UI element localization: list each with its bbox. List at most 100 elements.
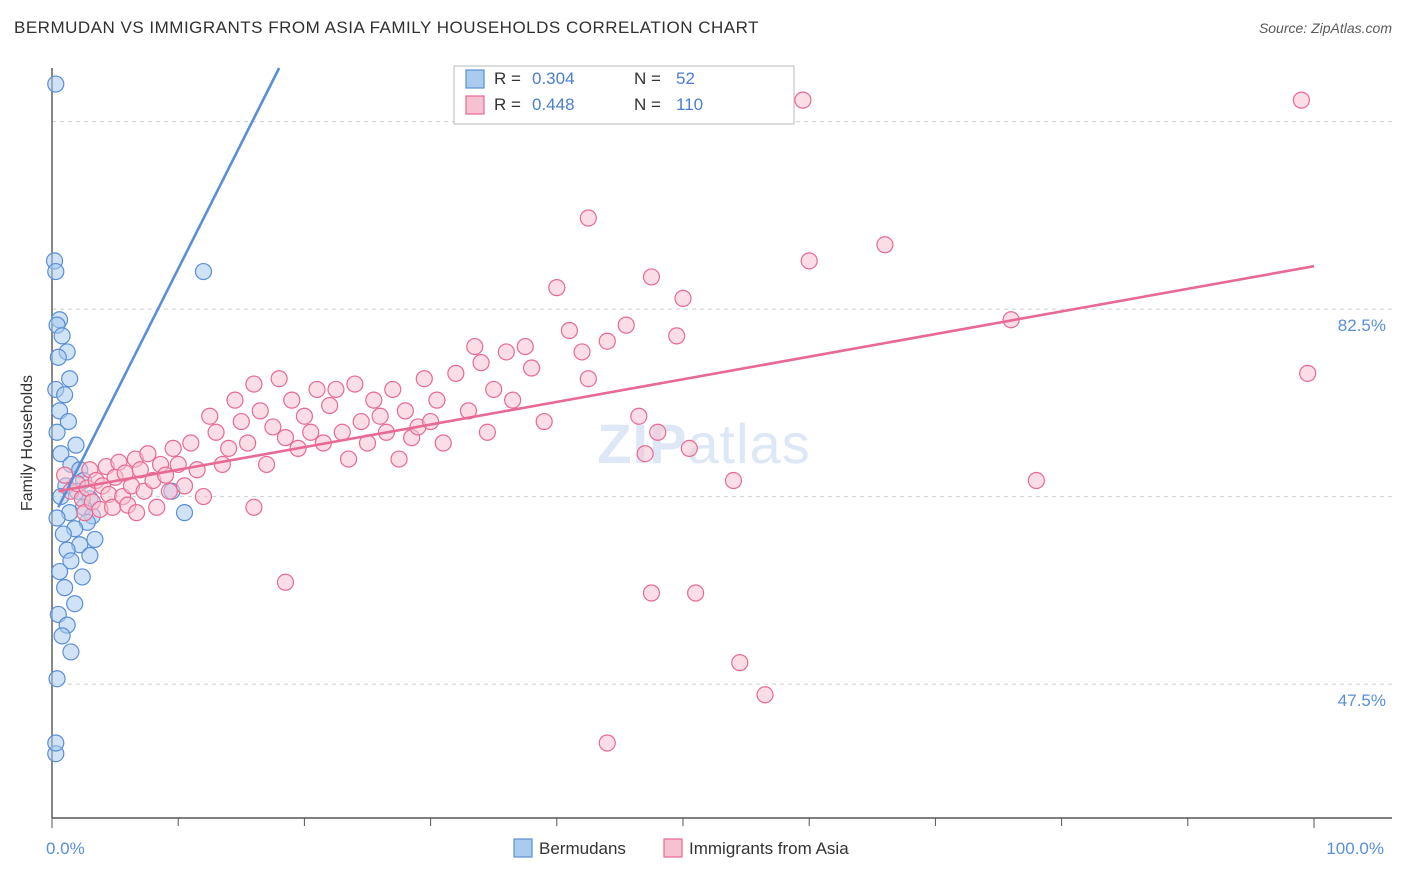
data-point [277,430,293,446]
data-point [49,424,65,440]
data-point [391,451,407,467]
data-point [675,290,691,306]
legend-label: Bermudans [539,839,626,858]
data-point [49,671,65,687]
data-point [574,344,590,360]
data-point [50,349,66,365]
data-point [524,360,540,376]
data-point [637,446,653,462]
data-point [580,371,596,387]
data-point [517,339,533,355]
stats-n-label: N = [634,69,661,88]
data-point [561,323,577,339]
stats-n-value: 52 [676,69,695,88]
data-point [877,237,893,253]
data-point [448,365,464,381]
data-point [161,483,177,499]
data-point [303,424,319,440]
data-point [140,446,156,462]
data-point [82,548,98,564]
x-tick-label: 0.0% [46,839,85,858]
data-point [177,478,193,494]
data-point [87,531,103,547]
data-point [57,387,73,403]
y-tick-label: 47.5% [1338,691,1386,710]
data-point [246,499,262,515]
legend-swatch [514,839,532,857]
data-point [202,408,218,424]
data-point [149,499,165,515]
data-point [233,414,249,430]
data-point [54,628,70,644]
data-point [177,505,193,521]
legend-label: Immigrants from Asia [689,839,849,858]
data-point [221,440,237,456]
data-point [48,264,64,280]
x-tick-label: 100.0% [1326,839,1384,858]
data-point [214,456,230,472]
data-point [195,489,211,505]
data-point [486,381,502,397]
data-point [795,92,811,108]
data-point [505,392,521,408]
data-point [599,735,615,751]
scatter-chart: ZIPatlas 0.0% 100.0% 47.5% 82.5% Family House… [14,58,1392,878]
data-point [479,424,495,440]
data-point [681,440,697,456]
data-point [63,644,79,660]
data-point [429,392,445,408]
data-point [129,505,145,521]
chart-title: BERMUDAN VS IMMIGRANTS FROM ASIA FAMILY … [14,18,759,37]
data-point [208,424,224,440]
data-point [296,408,312,424]
data-point [580,210,596,226]
legend-swatch [466,70,484,88]
data-point [195,264,211,280]
data-point [54,328,70,344]
data-point [57,580,73,596]
data-point [322,398,338,414]
data-point [240,435,256,451]
data-point [416,371,432,387]
data-point [385,381,401,397]
data-point [549,280,565,296]
watermark: ZIPatlas [597,412,810,475]
data-point [467,339,483,355]
data-point [246,376,262,392]
data-point [366,392,382,408]
data-point [650,424,666,440]
data-point [277,574,293,590]
legend-swatch [664,839,682,857]
data-point [1293,92,1309,108]
stats-r-label: R = [494,95,521,114]
y-axis-label: Family Households [19,375,36,511]
data-point [599,333,615,349]
data-point [1300,365,1316,381]
data-point [284,392,300,408]
data-point [372,408,388,424]
data-point [688,585,704,601]
data-point [1028,473,1044,489]
data-point [68,437,84,453]
data-point [265,419,281,435]
stats-r-value: 0.304 [532,69,575,88]
data-point [334,424,350,440]
data-point [62,371,78,387]
data-point [67,596,83,612]
y-tick-label: 82.5% [1338,316,1386,335]
data-point [227,392,243,408]
data-point [801,253,817,269]
data-point [353,414,369,430]
data-point [732,655,748,671]
data-point [309,381,325,397]
data-point [473,355,489,371]
data-point [536,414,552,430]
data-point [252,403,268,419]
data-point [328,381,344,397]
data-point [643,269,659,285]
data-point [498,344,514,360]
data-point [423,414,439,430]
legend-swatch [466,96,484,114]
data-point [165,440,181,456]
data-point [341,451,357,467]
